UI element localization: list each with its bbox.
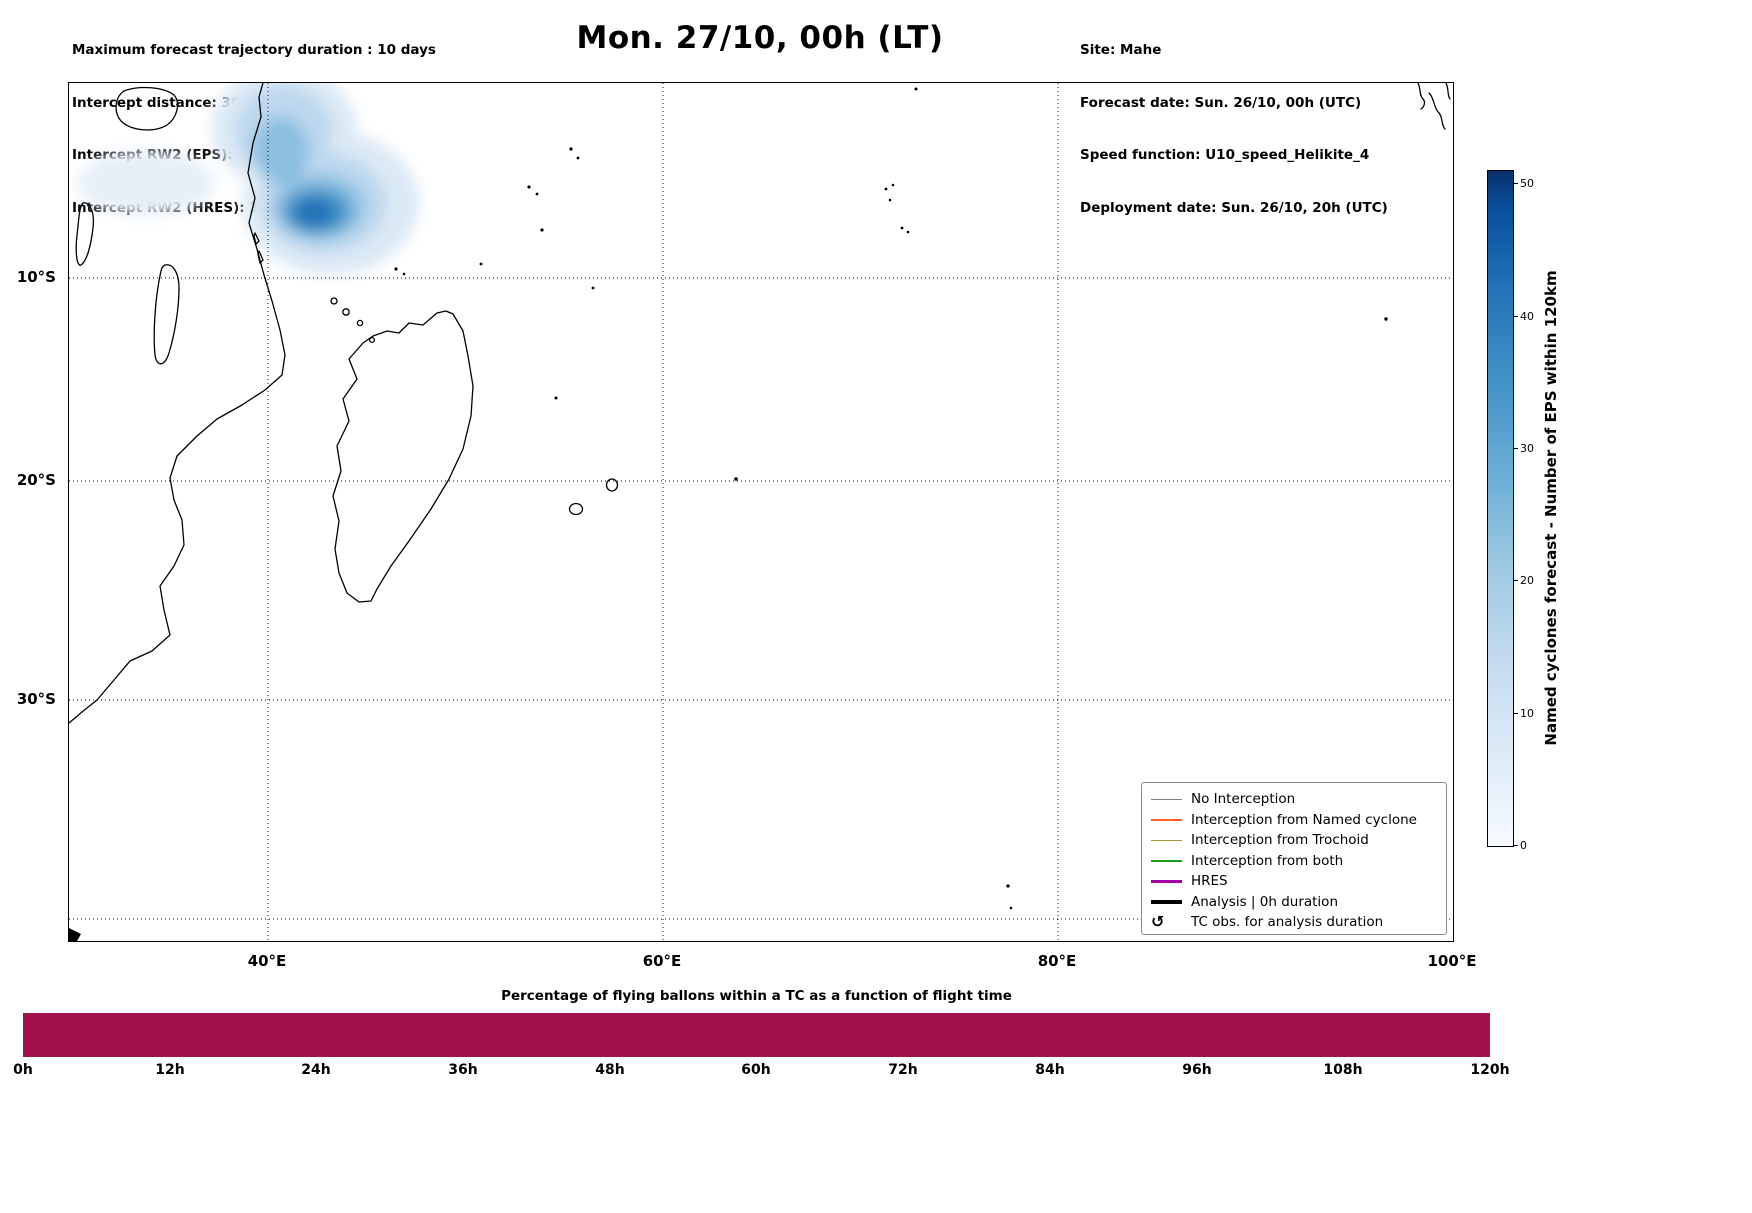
lat-tick-20s: 20°S: [16, 471, 56, 489]
legend-label: TC obs. for analysis duration: [1191, 914, 1384, 931]
time-tick-60h: 60h: [741, 1062, 771, 1078]
lon-tick-100e: 100°E: [1427, 952, 1477, 970]
legend-label: HRES: [1191, 873, 1228, 890]
legend-item-tc-obs: ↺ TC obs. for analysis duration: [1142, 912, 1446, 933]
map-plot: [68, 66, 1454, 942]
legend-label: Interception from both: [1191, 852, 1344, 869]
time-tick-24h: 24h: [301, 1062, 331, 1078]
time-tick-36h: 36h: [448, 1062, 478, 1078]
legend-item-no-interception: No Interception: [1142, 789, 1446, 810]
legend-label: Analysis | 0h duration: [1191, 893, 1338, 910]
balloon-percentage-bar: [23, 1013, 1490, 1057]
colorbar-tickmark: [1514, 183, 1518, 184]
colorbar: [1487, 170, 1514, 847]
param-line: Maximum forecast trajectory duration : 1…: [72, 42, 436, 58]
time-tick-12h: 12h: [155, 1062, 185, 1078]
colorbar-tickmark: [1514, 713, 1518, 714]
gridlines: [69, 83, 1453, 941]
time-tick-96h: 96h: [1182, 1062, 1212, 1078]
colorbar-tick-0: 0: [1520, 839, 1527, 852]
site-line: Site: Mahe: [1080, 42, 1162, 58]
lon-tick-40e: 40°E: [247, 952, 287, 970]
lat-tick-10s: 10°S: [16, 268, 56, 286]
legend-label: Interception from Named cyclone: [1191, 811, 1417, 828]
colorbar-tick-40: 40: [1520, 310, 1534, 323]
legend-line-swatch: [1151, 798, 1182, 800]
legend-line-swatch: [1151, 819, 1182, 821]
time-tick-120h: 120h: [1470, 1062, 1510, 1078]
colorbar-tick-30: 30: [1520, 442, 1534, 455]
colorbar-tickmark: [1514, 448, 1518, 449]
time-tick-48h: 48h: [595, 1062, 625, 1078]
legend-line-swatch: [1151, 900, 1182, 904]
time-tick-84h: 84h: [1035, 1062, 1065, 1078]
legend-item-trochoid: Interception from Trochoid: [1142, 830, 1446, 851]
legend-item-analysis: Analysis | 0h duration: [1142, 892, 1446, 913]
colorbar-tick-50: 50: [1520, 177, 1534, 190]
time-tick-72h: 72h: [888, 1062, 918, 1078]
legend-line-swatch: [1151, 839, 1182, 841]
colorbar-tickmark: [1514, 580, 1518, 581]
time-tick-108h: 108h: [1323, 1062, 1363, 1078]
colorbar-tick-10: 10: [1520, 707, 1534, 720]
coastlines: [68, 82, 1451, 724]
lon-tick-60e: 60°E: [642, 952, 682, 970]
site-info: Site: Mahe Forecast date: Sun. 26/10, 00…: [1080, 7, 1388, 252]
time-tick-0h: 0h: [13, 1062, 33, 1078]
balloon-chart-title: Percentage of flying ballons within a TC…: [501, 988, 1012, 1004]
colorbar-label: Named cyclones forecast - Number of EPS …: [1542, 270, 1560, 746]
legend-line-swatch: [1151, 860, 1182, 862]
colorbar-tickmark: [1514, 845, 1518, 846]
legend-line-swatch: [1151, 879, 1182, 883]
map-canvas: [68, 66, 1453, 941]
colorbar-tickmark: [1514, 316, 1518, 317]
legend-item-named-cyclone: Interception from Named cyclone: [1142, 810, 1446, 831]
site-line: Forecast date: Sun. 26/10, 00h (UTC): [1080, 94, 1362, 111]
legend-label: No Interception: [1191, 791, 1296, 808]
site-line: Speed function: U10_speed_Helikite_4: [1080, 147, 1370, 163]
legend-item-both: Interception from both: [1142, 851, 1446, 872]
lon-tick-80e: 80°E: [1037, 952, 1077, 970]
figure-title: Mon. 27/10, 00h (LT): [576, 20, 944, 56]
legend-item-hres: HRES: [1142, 871, 1446, 892]
island-specks: [69, 87, 1388, 941]
site-line: Deployment date: Sun. 26/10, 20h (UTC): [1080, 199, 1388, 216]
legend-label: Interception from Trochoid: [1191, 832, 1369, 849]
colorbar-tick-20: 20: [1520, 574, 1534, 587]
cyclone-density-heatmap: [78, 66, 419, 275]
map-legend: No Interception Interception from Named …: [1141, 782, 1447, 935]
lat-tick-30s: 30°S: [16, 690, 56, 708]
cyclone-marker-icon: ↺: [1151, 912, 1165, 932]
